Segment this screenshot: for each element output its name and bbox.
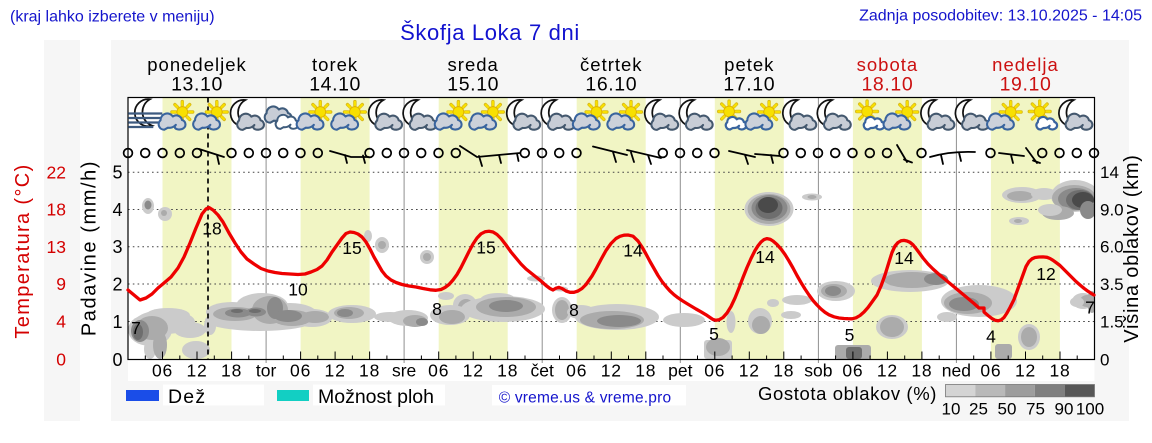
svg-text:15: 15 — [476, 237, 495, 257]
svg-text:2: 2 — [112, 274, 122, 294]
svg-text:Zadnja posodobitev: 13.10.2025: Zadnja posodobitev: 13.10.2025 - 14:05 — [859, 8, 1142, 25]
svg-text:06: 06 — [980, 361, 1001, 381]
svg-text:tor: tor — [256, 361, 277, 381]
svg-text:06: 06 — [566, 361, 587, 381]
svg-text:14: 14 — [894, 248, 914, 268]
svg-text:petek: petek — [724, 54, 774, 75]
svg-text:25: 25 — [969, 400, 988, 419]
svg-text:12: 12 — [877, 361, 898, 381]
svg-text:14.10: 14.10 — [309, 74, 361, 96]
svg-text:četrtek: četrtek — [580, 54, 643, 75]
svg-text:© vreme.us & vreme.pro: © vreme.us & vreme.pro — [499, 390, 672, 407]
svg-text:3: 3 — [112, 237, 122, 257]
svg-text:19.10: 19.10 — [1000, 74, 1052, 96]
svg-text:17.10: 17.10 — [723, 74, 775, 96]
svg-text:18: 18 — [497, 361, 518, 381]
svg-text:12: 12 — [325, 361, 346, 381]
svg-text:Padavine (mm/h): Padavine (mm/h) — [79, 160, 101, 336]
svg-text:18: 18 — [773, 361, 794, 381]
svg-text:ponedeljek: ponedeljek — [147, 54, 247, 75]
svg-text:sreda: sreda — [448, 54, 499, 75]
svg-text:sob: sob — [804, 361, 832, 381]
svg-text:12: 12 — [1015, 361, 1036, 381]
svg-text:5: 5 — [845, 325, 855, 345]
svg-text:9: 9 — [56, 274, 66, 294]
svg-text:sre: sre — [392, 361, 416, 381]
svg-text:6.0: 6.0 — [1100, 238, 1124, 257]
svg-text:12: 12 — [1036, 264, 1055, 284]
svg-text:1.5: 1.5 — [1100, 312, 1124, 331]
svg-text:14: 14 — [623, 240, 643, 260]
svg-text:90: 90 — [1055, 400, 1074, 419]
svg-text:18: 18 — [359, 361, 380, 381]
svg-text:18: 18 — [635, 361, 656, 381]
svg-text:sobota: sobota — [857, 54, 919, 75]
svg-text:4: 4 — [986, 326, 996, 346]
svg-text:14: 14 — [755, 247, 775, 267]
svg-text:10: 10 — [942, 400, 961, 419]
svg-text:torek: torek — [312, 54, 358, 75]
svg-text:50: 50 — [998, 400, 1017, 419]
svg-text:8: 8 — [432, 299, 442, 319]
svg-text:Možnost ploh: Možnost ploh — [318, 386, 434, 408]
svg-text:(kraj lahko izberete v meniju): (kraj lahko izberete v meniju) — [10, 9, 215, 26]
svg-text:06: 06 — [428, 361, 449, 381]
svg-text:Dež: Dež — [168, 386, 206, 408]
svg-text:0: 0 — [56, 350, 66, 370]
svg-text:0: 0 — [1100, 350, 1109, 369]
svg-text:18: 18 — [911, 361, 932, 381]
svg-text:06: 06 — [704, 361, 725, 381]
svg-text:18: 18 — [221, 361, 242, 381]
svg-text:100: 100 — [1076, 400, 1104, 419]
svg-text:7: 7 — [1085, 297, 1095, 317]
svg-text:15: 15 — [342, 238, 361, 258]
svg-text:9.0: 9.0 — [1100, 200, 1124, 219]
svg-text:nedelja: nedelja — [992, 54, 1059, 75]
svg-text:8: 8 — [569, 300, 579, 320]
svg-text:22: 22 — [47, 162, 66, 182]
svg-text:18: 18 — [47, 200, 66, 220]
svg-text:14: 14 — [1100, 163, 1119, 182]
svg-text:0: 0 — [112, 350, 122, 370]
svg-text:Temperatura (°C): Temperatura (°C) — [12, 163, 34, 338]
svg-text:12: 12 — [739, 361, 760, 381]
svg-text:4: 4 — [112, 200, 122, 220]
svg-text:12: 12 — [463, 361, 484, 381]
svg-text:06: 06 — [290, 361, 311, 381]
svg-text:Višina oblakov (km): Višina oblakov (km) — [1121, 154, 1143, 342]
svg-text:Gostota oblakov (%): Gostota oblakov (%) — [758, 383, 937, 404]
svg-text:12: 12 — [186, 361, 207, 381]
svg-text:75: 75 — [1026, 400, 1045, 419]
svg-text:15.10: 15.10 — [447, 74, 499, 96]
svg-text:ned: ned — [942, 361, 971, 381]
svg-text:1: 1 — [112, 312, 122, 332]
svg-text:16.10: 16.10 — [585, 74, 637, 96]
svg-text:10: 10 — [288, 279, 308, 299]
svg-text:06: 06 — [842, 361, 863, 381]
svg-text:4: 4 — [56, 312, 66, 332]
svg-text:5: 5 — [709, 324, 719, 344]
svg-text:pet: pet — [668, 361, 692, 381]
svg-text:13: 13 — [47, 237, 66, 257]
svg-text:18: 18 — [1049, 361, 1070, 381]
svg-text:12: 12 — [601, 361, 622, 381]
svg-text:18: 18 — [202, 218, 221, 238]
svg-text:13.10: 13.10 — [171, 74, 223, 96]
svg-text:Škofja Loka 7 dni: Škofja Loka 7 dni — [400, 20, 580, 45]
svg-text:7: 7 — [131, 318, 141, 338]
svg-text:18.10: 18.10 — [861, 74, 913, 96]
svg-text:čet: čet — [531, 361, 554, 381]
svg-text:06: 06 — [152, 361, 173, 381]
svg-text:3.5: 3.5 — [1100, 275, 1124, 294]
svg-text:5: 5 — [112, 163, 122, 183]
